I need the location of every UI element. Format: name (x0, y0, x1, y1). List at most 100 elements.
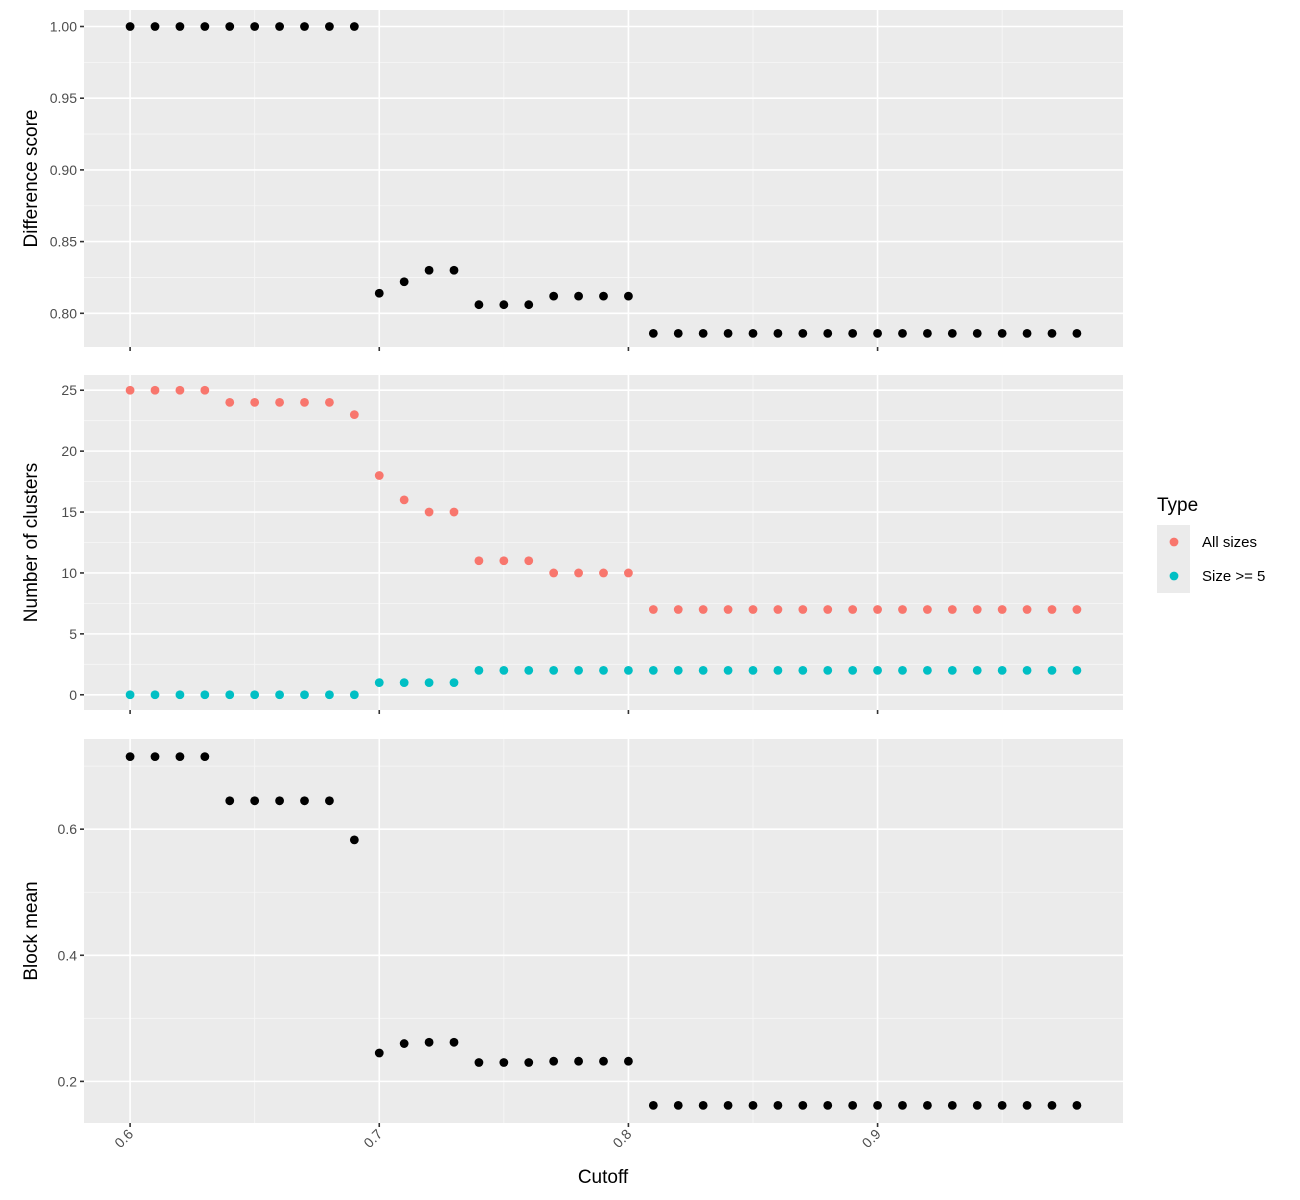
data-point (823, 605, 833, 614)
data-point (325, 690, 334, 700)
data-point (349, 835, 359, 845)
data-point (648, 605, 658, 614)
data-point (150, 385, 160, 395)
data-point (374, 1048, 384, 1058)
data-point (374, 471, 384, 480)
data-point (200, 385, 210, 395)
data-point (823, 1100, 833, 1110)
data-point (673, 666, 683, 675)
y-tick-label: 15 (61, 504, 77, 520)
y-tick-label: 0.85 (50, 234, 77, 250)
data-point (549, 1056, 559, 1066)
data-point (474, 1058, 484, 1067)
series-values (125, 22, 1082, 338)
data-point (773, 605, 783, 614)
data-point (823, 666, 833, 675)
data-point (225, 796, 235, 806)
data-point (374, 288, 384, 298)
data-point (798, 1100, 808, 1110)
y-tick-label: 1.00 (50, 18, 77, 34)
data-point (773, 1100, 783, 1110)
data-point (698, 328, 708, 338)
y-tick-label: 10 (61, 565, 77, 581)
data-point (300, 398, 309, 407)
x-tick-label: 0.7 (360, 1126, 385, 1151)
data-point (225, 690, 235, 700)
data-point (972, 328, 982, 338)
panel-2: 0 5 10 15 20 25 Number of clusters (21, 375, 1123, 714)
data-point (599, 666, 608, 675)
x-axis: 0.6 0.7 0.8 0.9 (111, 1126, 884, 1151)
data-point (1022, 666, 1032, 675)
data-point (574, 666, 583, 675)
y-tick-label: 20 (61, 443, 77, 459)
data-point (898, 666, 907, 675)
data-point (325, 22, 334, 31)
y-tick-label: 25 (61, 382, 77, 398)
data-point (723, 666, 733, 675)
x-tick-label: 0.9 (859, 1126, 884, 1151)
data-point (175, 385, 185, 395)
data-point (898, 328, 907, 338)
data-point (399, 678, 409, 687)
data-point (673, 605, 683, 614)
data-point (997, 1100, 1007, 1110)
data-point (599, 291, 608, 301)
data-point (574, 1056, 583, 1066)
data-point (624, 291, 633, 301)
y-axis-title: Difference score (21, 110, 42, 248)
data-point (624, 1056, 633, 1066)
data-point (798, 605, 808, 614)
data-point (748, 328, 758, 338)
data-point (898, 1100, 907, 1110)
data-point (300, 22, 309, 31)
data-point (175, 752, 185, 762)
data-point (1072, 328, 1082, 338)
data-point (449, 265, 459, 275)
data-point (325, 398, 334, 407)
data-point (624, 568, 633, 578)
data-point (848, 1100, 858, 1110)
data-point (848, 328, 858, 338)
data-point (972, 1100, 982, 1110)
data-point (399, 277, 409, 287)
data-point (574, 568, 583, 578)
data-point (574, 291, 583, 301)
x-tick-label: 0.8 (609, 1126, 634, 1151)
data-point (972, 666, 982, 675)
legend-label: Size >= 5 (1202, 568, 1265, 585)
x-tick-label: 0.6 (111, 1126, 136, 1151)
data-point (673, 1100, 683, 1110)
data-point (648, 666, 658, 675)
data-point (524, 300, 534, 310)
data-point (947, 605, 957, 614)
data-point (923, 1100, 932, 1110)
panel-background (84, 10, 1123, 347)
data-point (873, 328, 882, 338)
data-point (349, 410, 359, 419)
data-point (1022, 328, 1032, 338)
data-point (997, 605, 1007, 614)
y-tick-label: 0.95 (50, 90, 77, 106)
data-point (873, 1100, 882, 1110)
data-point (748, 666, 758, 675)
data-point (1022, 1100, 1032, 1110)
data-point (399, 495, 409, 505)
data-point (200, 690, 210, 700)
data-point (923, 605, 932, 614)
data-point (549, 568, 559, 578)
y-tick-label: 0.4 (58, 947, 78, 963)
data-point (150, 690, 160, 700)
data-point (300, 690, 309, 700)
data-point (200, 22, 210, 31)
data-point (1047, 666, 1057, 675)
data-point (524, 1058, 534, 1067)
data-point (873, 666, 882, 675)
data-point (524, 666, 534, 675)
data-point (499, 556, 509, 566)
legend-key-background (1157, 525, 1190, 593)
data-point (524, 556, 534, 566)
data-point (449, 507, 459, 517)
legend-label: All sizes (1202, 534, 1257, 551)
data-point (1047, 605, 1057, 614)
